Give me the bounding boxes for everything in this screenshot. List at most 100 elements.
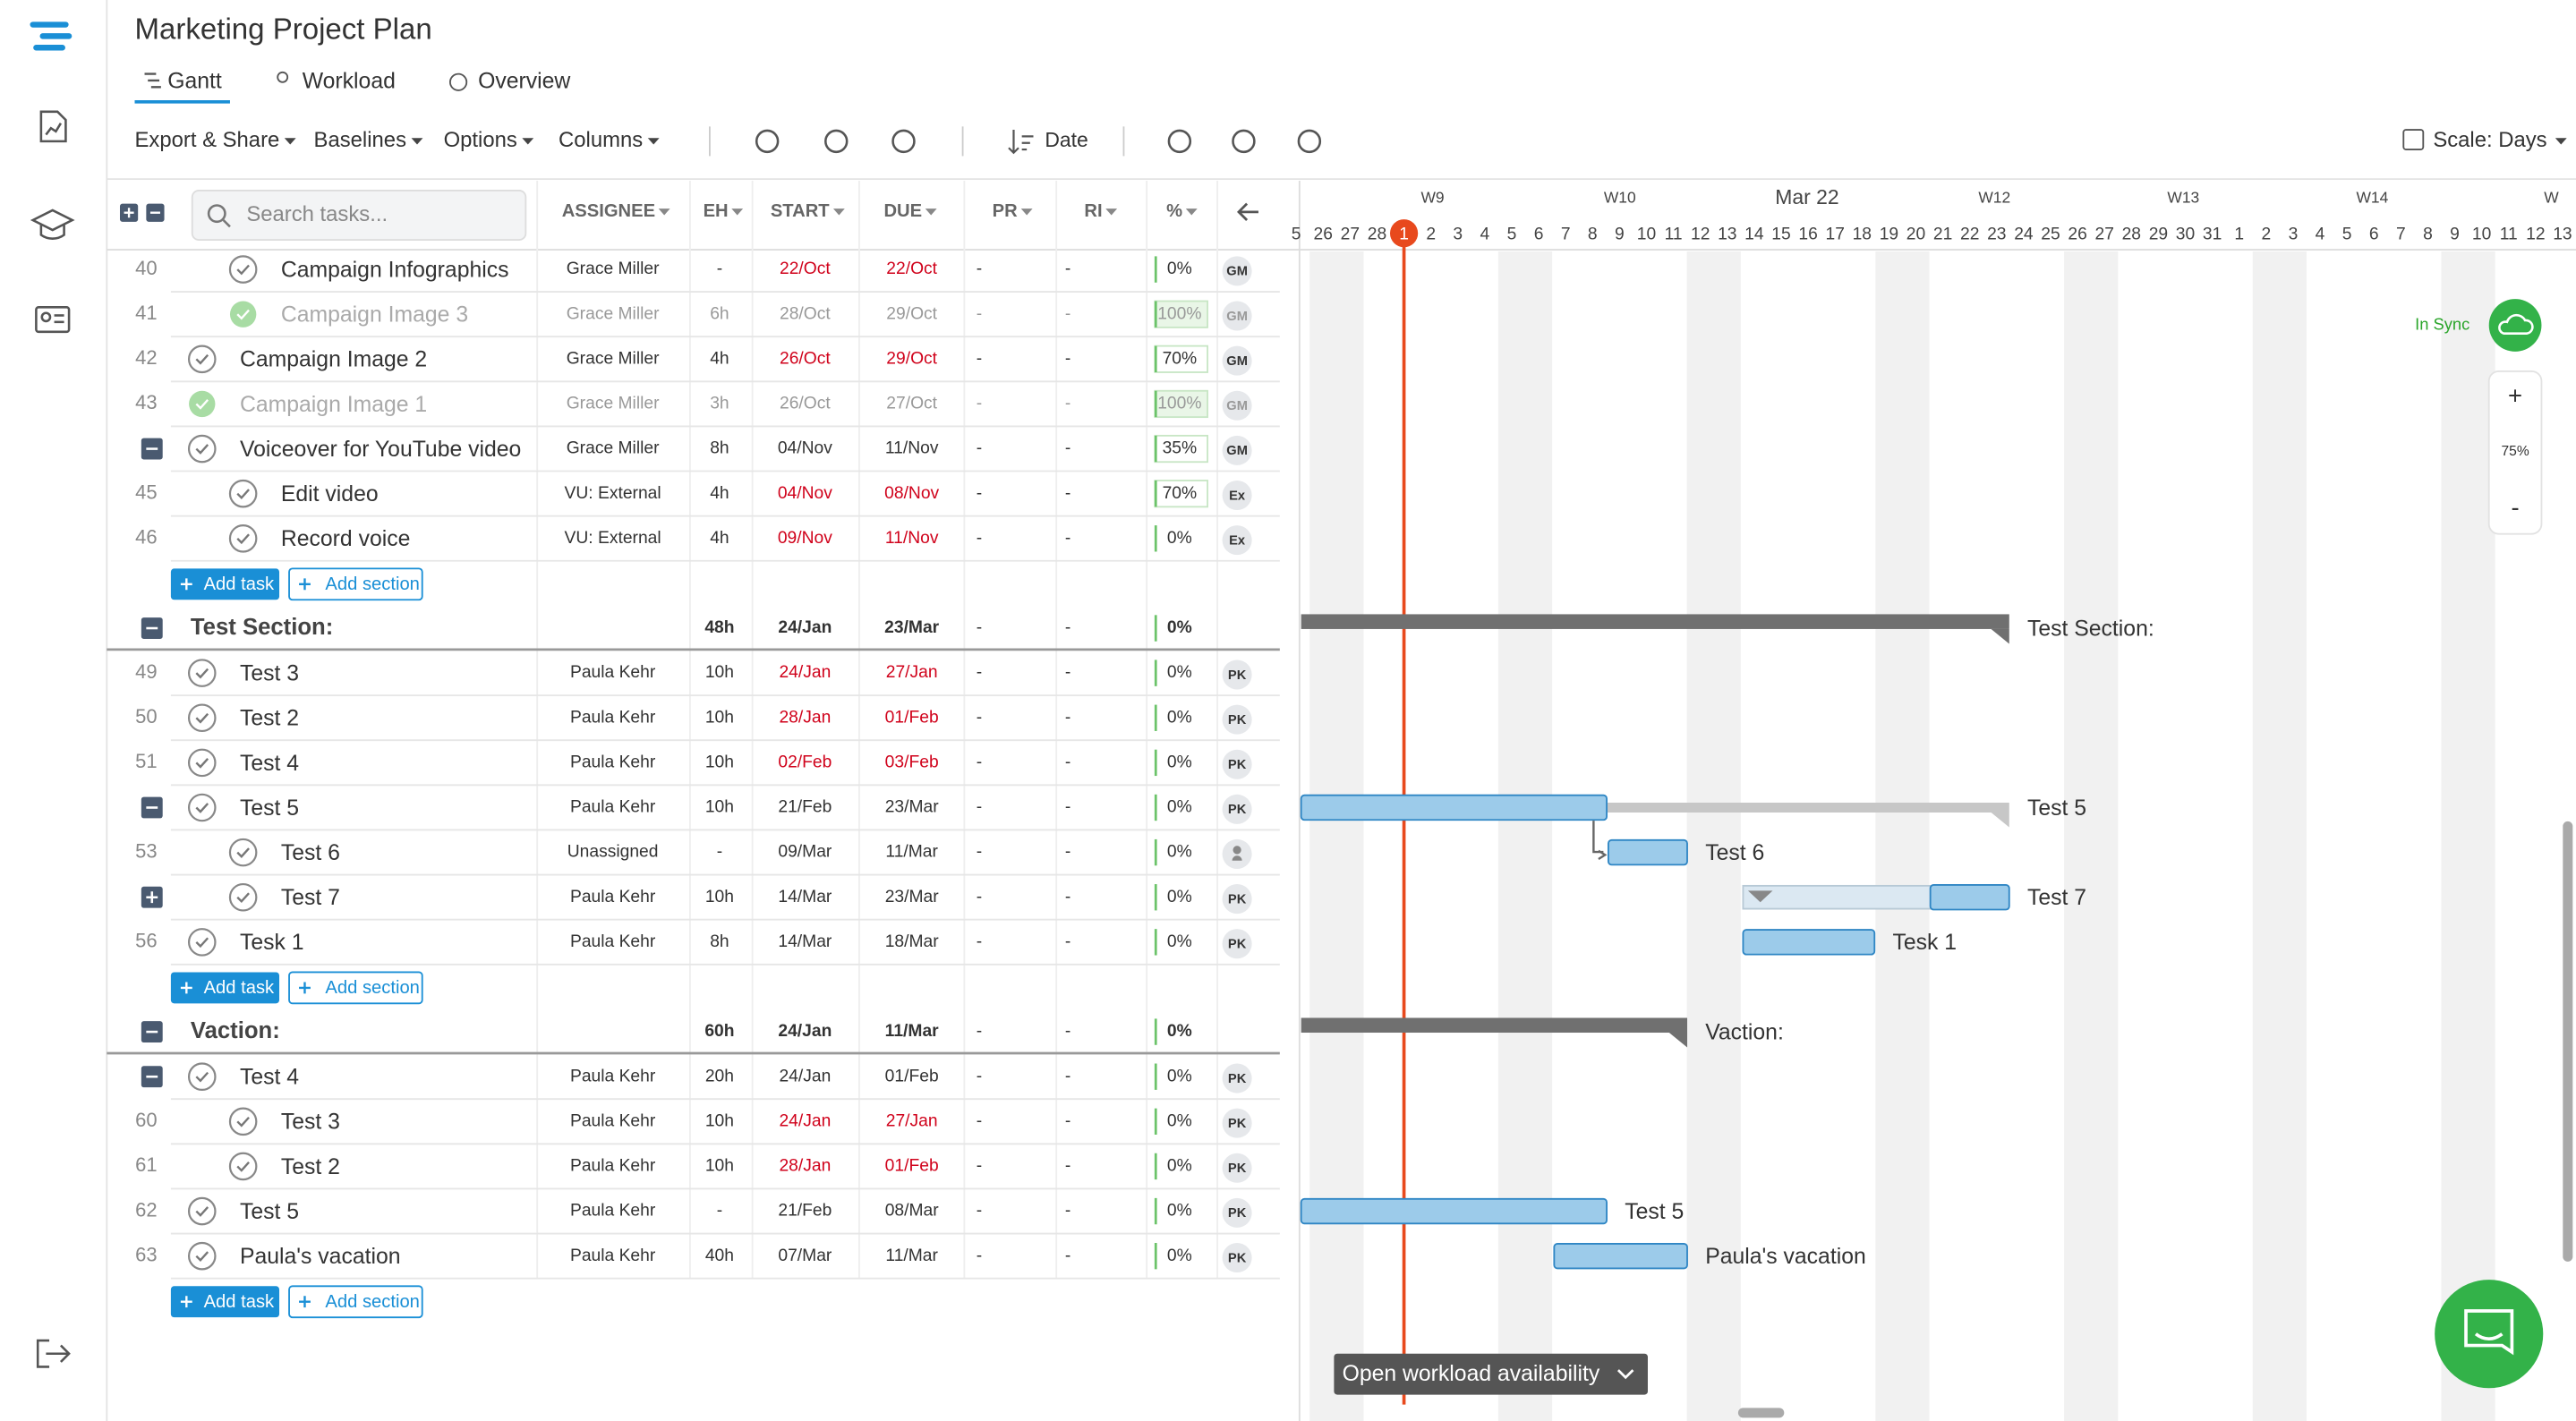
day-label: 7 [1561, 225, 1571, 244]
complete-check[interactable] [228, 1107, 258, 1136]
map-icon[interactable] [1297, 129, 1322, 154]
task-name[interactable]: Test 7 [281, 886, 340, 910]
logo[interactable] [30, 21, 73, 51]
tab[interactable]: Workload [303, 69, 396, 93]
task-name[interactable]: Paula's vacation [240, 1245, 401, 1269]
task-bar[interactable] [1300, 794, 1608, 821]
contacts-icon[interactable] [35, 306, 71, 334]
task-bar[interactable] [1742, 929, 1876, 956]
task-name[interactable]: Record voice [281, 527, 411, 551]
check-glyph [236, 1116, 250, 1127]
risk: - [1065, 1157, 1070, 1176]
task-name[interactable]: Test 5 [240, 1200, 299, 1224]
task-name[interactable]: Test 6 [281, 841, 340, 865]
task-name[interactable]: Test 2 [240, 707, 299, 731]
toolbar-menu[interactable]: Options [444, 128, 517, 152]
day-label: 2 [1426, 225, 1436, 244]
complete-check[interactable] [228, 255, 258, 284]
bar-label: Test 5 [1625, 1200, 1684, 1224]
complete-check[interactable] [189, 390, 216, 418]
task-name[interactable]: Campaign Image 2 [240, 348, 427, 372]
add-section-button[interactable] [288, 567, 423, 601]
task-bar[interactable] [1553, 1242, 1688, 1270]
task-name[interactable]: Test 2 [281, 1155, 340, 1179]
column-header[interactable]: ASSIGNEE [562, 201, 655, 221]
complete-check[interactable] [228, 1152, 258, 1181]
complete-check[interactable] [228, 523, 258, 553]
task-name[interactable]: Test 4 [240, 752, 299, 776]
column-header[interactable]: EH [704, 201, 729, 221]
branch-icon[interactable] [1167, 129, 1192, 154]
expand-all-glyph [124, 208, 160, 218]
tab[interactable]: Overview [478, 69, 570, 93]
cloud-icon[interactable] [824, 129, 849, 154]
sync-button[interactable] [2488, 299, 2542, 352]
task-bar[interactable] [1929, 884, 2010, 911]
column-header[interactable]: PR [993, 201, 1018, 221]
complete-check[interactable] [187, 434, 217, 464]
add-task-button[interactable] [170, 1286, 280, 1318]
tab[interactable]: Gantt [167, 69, 222, 93]
complete-check[interactable] [187, 703, 217, 733]
task-name[interactable]: Test 3 [240, 662, 299, 686]
task-name[interactable]: Test 3 [281, 1110, 340, 1135]
add-section-button[interactable] [288, 971, 423, 1005]
complete-check[interactable] [187, 748, 217, 778]
column-header[interactable]: DUE [883, 201, 922, 221]
task-name[interactable]: Campaign Image 1 [240, 393, 427, 417]
task-name[interactable]: Voiceover for YouTube video [240, 438, 521, 462]
avatar-initials: PK [1228, 713, 1247, 728]
copy-icon[interactable] [1232, 129, 1256, 154]
zoom-out[interactable]: - [2512, 493, 2520, 521]
complete-check[interactable] [187, 793, 217, 822]
complete-check[interactable] [229, 301, 257, 328]
column-header[interactable]: START [771, 201, 830, 221]
sort-button[interactable]: Date [1045, 128, 1088, 151]
task-bar[interactable] [1607, 838, 1688, 866]
complete-check[interactable] [187, 345, 217, 374]
day-label: 21 [1933, 225, 1952, 244]
academy-icon[interactable] [30, 208, 75, 240]
priority: - [977, 1111, 982, 1130]
column-header[interactable]: RI [1084, 201, 1102, 221]
avatar-initials: PK [1228, 1161, 1247, 1176]
complete-check[interactable] [187, 1241, 217, 1271]
complete-check[interactable] [187, 1196, 217, 1226]
task-name[interactable]: Tesk 1 [240, 931, 304, 955]
weekend-shade [1309, 251, 1364, 1421]
complete-check[interactable] [187, 928, 217, 957]
logout-icon[interactable] [36, 1339, 71, 1368]
workload-button[interactable] [1334, 1353, 1648, 1395]
add-task-button[interactable] [170, 972, 280, 1004]
zoom-in[interactable]: + [2508, 382, 2522, 410]
toolbar-menu[interactable]: Columns [559, 128, 643, 152]
complete-check[interactable] [187, 1062, 217, 1091]
undo-icon[interactable] [891, 129, 916, 154]
complete-check[interactable] [228, 882, 258, 912]
add-section-button[interactable] [288, 1285, 423, 1319]
reports-icon[interactable] [39, 110, 67, 143]
task-name[interactable]: Campaign Image 3 [281, 303, 468, 328]
horizontal-scrollbar[interactable] [1737, 1408, 1785, 1418]
vertical-scrollbar[interactable] [2563, 821, 2573, 1262]
toolbar-menu[interactable]: Baselines [314, 128, 407, 152]
task-name[interactable]: Edit video [281, 482, 379, 506]
task-name[interactable]: Test 4 [240, 1066, 299, 1090]
plus-icon [180, 982, 192, 994]
toolbar-menu[interactable]: Export & Share [135, 128, 280, 152]
task-name[interactable]: Campaign Infographics [281, 258, 509, 282]
scale-dropdown[interactable]: Scale: Days [2433, 128, 2546, 152]
column-header[interactable]: % [1166, 201, 1182, 221]
task-name[interactable]: Test 5 [240, 796, 299, 821]
add-task-button[interactable] [170, 568, 280, 600]
complete-check[interactable] [228, 479, 258, 508]
chat-launcher[interactable] [2435, 1280, 2544, 1389]
weekend-shade [1686, 251, 1741, 1421]
search-box[interactable] [191, 190, 527, 241]
task-bar[interactable] [1300, 1197, 1608, 1225]
complete-check[interactable] [228, 838, 258, 867]
refresh-icon[interactable] [755, 129, 780, 154]
complete-check[interactable] [187, 659, 217, 687]
assignee: Paula Kehr [570, 753, 656, 771]
